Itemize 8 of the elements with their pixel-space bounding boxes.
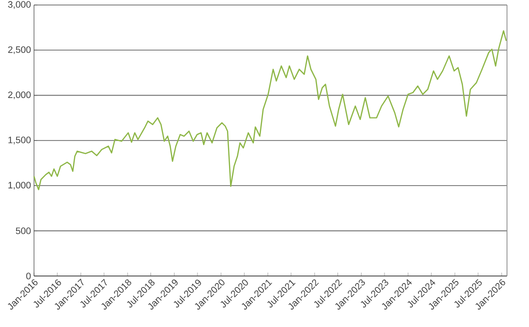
y-tick-label: 1,500 [8, 136, 31, 144]
y-tick-label: 0 [26, 272, 31, 280]
y-tick-label: 500 [16, 228, 31, 234]
y-tick-label: 1,000 [8, 182, 31, 190]
y-tick-label: 2,000 [8, 91, 31, 100]
line-series [33, 30, 507, 190]
y-tick-label: 2,500 [8, 46, 31, 54]
y-tick-label: 3,000 [8, 1, 31, 9]
